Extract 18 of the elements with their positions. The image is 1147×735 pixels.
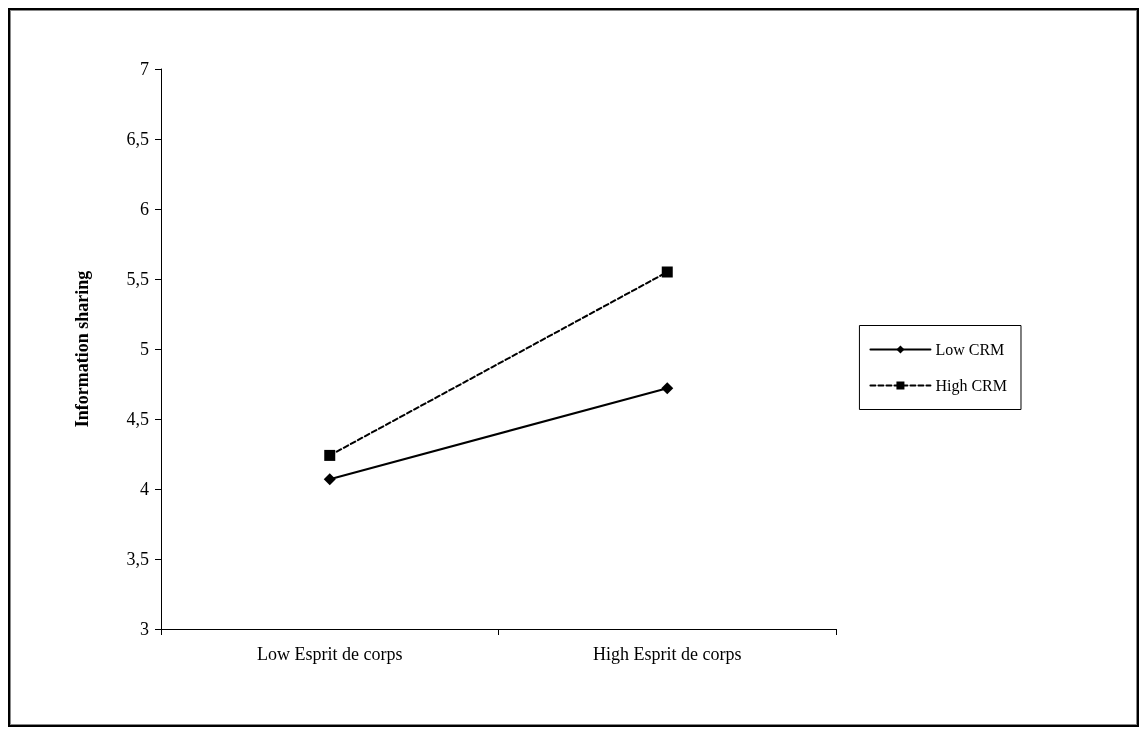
- y-tick-label: 7: [140, 59, 149, 79]
- x-tick-label: Low Esprit de corps: [257, 644, 403, 664]
- point: [661, 382, 674, 395]
- point: [323, 473, 336, 486]
- y-tick-label: 3: [140, 619, 149, 639]
- x-tick-label: High Esprit de corps: [593, 644, 742, 664]
- y-tick-label: 5,5: [126, 269, 149, 289]
- y-axis-title: Information sharing: [72, 270, 92, 428]
- point: [324, 449, 336, 461]
- y-tick-label: 4: [140, 479, 149, 499]
- point: [661, 266, 673, 278]
- y-tick-label: 4,5: [126, 409, 149, 429]
- y-tick-label: 3,5: [126, 549, 149, 569]
- y-tick-label: 6: [140, 199, 149, 219]
- y-tick-label: 6,5: [126, 129, 149, 149]
- legend-label: High CRM: [935, 377, 1008, 395]
- legend-label: Low CRM: [935, 341, 1005, 358]
- y-tick-label: 5: [140, 339, 149, 359]
